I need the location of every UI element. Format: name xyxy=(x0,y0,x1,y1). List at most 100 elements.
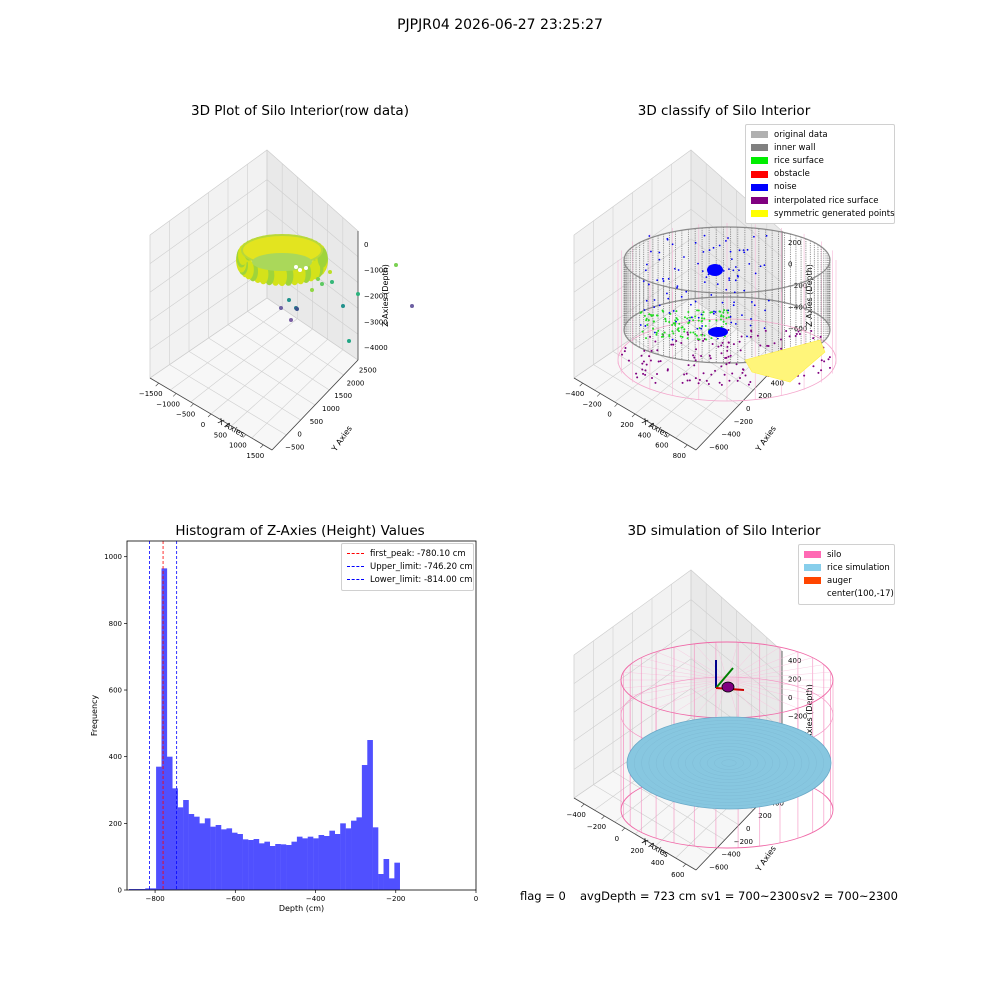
histogram-bar xyxy=(264,841,271,890)
classify-legend: original data inner wall rice surface obsta… xyxy=(745,124,895,225)
legend-entry: interpolated rice surface xyxy=(751,194,889,207)
interpolated-point xyxy=(687,364,690,367)
histogram-bar xyxy=(129,889,135,890)
x-axis-label: Depth (cm) xyxy=(279,904,324,913)
legend-entry: obstacle xyxy=(751,168,889,181)
rice-surface-point xyxy=(674,323,677,326)
rice-surface-point xyxy=(696,309,699,312)
rice-surface-point xyxy=(675,310,678,313)
x-tick-label: 400 xyxy=(651,859,664,867)
rice-surface-point xyxy=(683,330,686,333)
legend-line xyxy=(347,566,364,568)
rice-surface-point xyxy=(715,319,718,322)
rice-surface-point xyxy=(679,335,682,338)
interpolated-point xyxy=(739,349,742,352)
noise-point xyxy=(642,280,645,283)
x-tick-mark xyxy=(580,803,585,808)
z-axis-label: Z Axies (Depth) xyxy=(805,684,814,747)
interpolated-point xyxy=(635,372,638,375)
silo-wire-spoke xyxy=(694,679,728,717)
interpolated-point xyxy=(720,365,723,368)
inner-wall-bottom xyxy=(623,296,831,364)
raw-scatter-point xyxy=(330,280,334,284)
legend-entry: symmetric generated points xyxy=(751,207,895,220)
noise-point xyxy=(721,301,724,304)
interpolated-point xyxy=(714,369,717,372)
rice-surface-point xyxy=(696,338,699,341)
simulation-plot-title: 3D simulation of Silo Interior xyxy=(627,523,821,539)
interpolated-point xyxy=(693,356,696,359)
histogram-bar xyxy=(166,756,173,890)
x-tick-label: −200 xyxy=(386,895,405,903)
silo-wire-spoke xyxy=(623,671,728,681)
interpolated-point xyxy=(741,371,744,374)
rice-surface-point xyxy=(675,317,678,320)
noise-point xyxy=(732,304,735,307)
rice-mesh-line xyxy=(692,746,766,780)
interpolated-point xyxy=(650,377,653,380)
interpolated-point xyxy=(827,358,830,361)
noise-point xyxy=(738,269,740,272)
rice-surface-point xyxy=(681,335,684,338)
noise-point xyxy=(712,312,715,315)
x-tick-mark xyxy=(666,434,671,438)
y-tick-label: 200 xyxy=(758,392,771,400)
interpolated-point xyxy=(659,360,662,363)
histogram-bar xyxy=(334,834,341,890)
silo-wire-spoke xyxy=(726,651,799,681)
interpolated-point xyxy=(621,353,624,356)
x-tick-label: 800 xyxy=(673,452,686,460)
interpolated-point xyxy=(817,371,820,374)
interpolated-point xyxy=(649,335,652,338)
noise-point xyxy=(647,283,650,286)
noise-point xyxy=(727,309,730,312)
legend-swatch xyxy=(751,197,768,205)
noise-point xyxy=(685,290,688,293)
rice-mesh-line xyxy=(634,720,824,806)
interpolated-point xyxy=(740,335,743,338)
rice-mesh-line xyxy=(721,759,737,767)
rice-surface-point xyxy=(709,311,712,314)
raw-scatter-point xyxy=(279,306,283,310)
raw-scatter-point xyxy=(287,298,291,302)
y-tick-label: 800 xyxy=(109,620,122,628)
gridline xyxy=(690,208,783,283)
noise-point xyxy=(738,249,741,252)
y-tick-label: 0 xyxy=(746,405,750,413)
interpolated-point xyxy=(721,341,724,344)
silo-wire-spoke xyxy=(726,679,781,714)
y-axis-line xyxy=(271,359,359,451)
noise-point xyxy=(713,310,715,313)
simulation-legend: silo rice simulation auger center(100,-17) xyxy=(798,544,895,605)
noise-point xyxy=(716,337,719,340)
interpolated-point xyxy=(728,361,731,364)
histogram-plot: −800 −600 −400 −200 0 0 200 400 600 800 1000 Depth … xyxy=(90,540,478,913)
rice-surface-point xyxy=(676,328,679,331)
classify-plot-title: 3D classify of Silo Interior xyxy=(637,103,811,119)
silo-wire-spoke xyxy=(726,679,813,703)
rice-surface-point xyxy=(668,321,671,324)
gridline xyxy=(266,179,359,258)
histogram-bar xyxy=(172,788,178,890)
histogram-bar xyxy=(183,800,189,890)
rice-surface-point xyxy=(643,314,646,317)
noise-point xyxy=(643,309,646,311)
rice-surface-point xyxy=(719,318,722,321)
legend-entry: first_peak: -780.10 cm xyxy=(347,547,468,560)
noise-cluster xyxy=(708,327,728,337)
x-tick-label: −400 xyxy=(567,811,586,819)
rice-surface-point xyxy=(698,326,701,329)
noise-point xyxy=(725,240,727,242)
interpolated-point xyxy=(744,374,747,377)
interpolated-point xyxy=(798,382,801,385)
raw-scatter-point xyxy=(304,266,308,270)
rice-surface-point xyxy=(711,311,714,314)
histogram-bar xyxy=(378,874,384,890)
silo-wire-spoke xyxy=(630,679,728,696)
histogram-bar xyxy=(383,859,390,890)
x-tick-label: 200 xyxy=(620,421,633,429)
noise-point xyxy=(730,258,733,261)
y-tick-label: 500 xyxy=(310,418,323,426)
interpolated-point xyxy=(707,383,710,386)
legend-entry: silo xyxy=(804,548,889,561)
